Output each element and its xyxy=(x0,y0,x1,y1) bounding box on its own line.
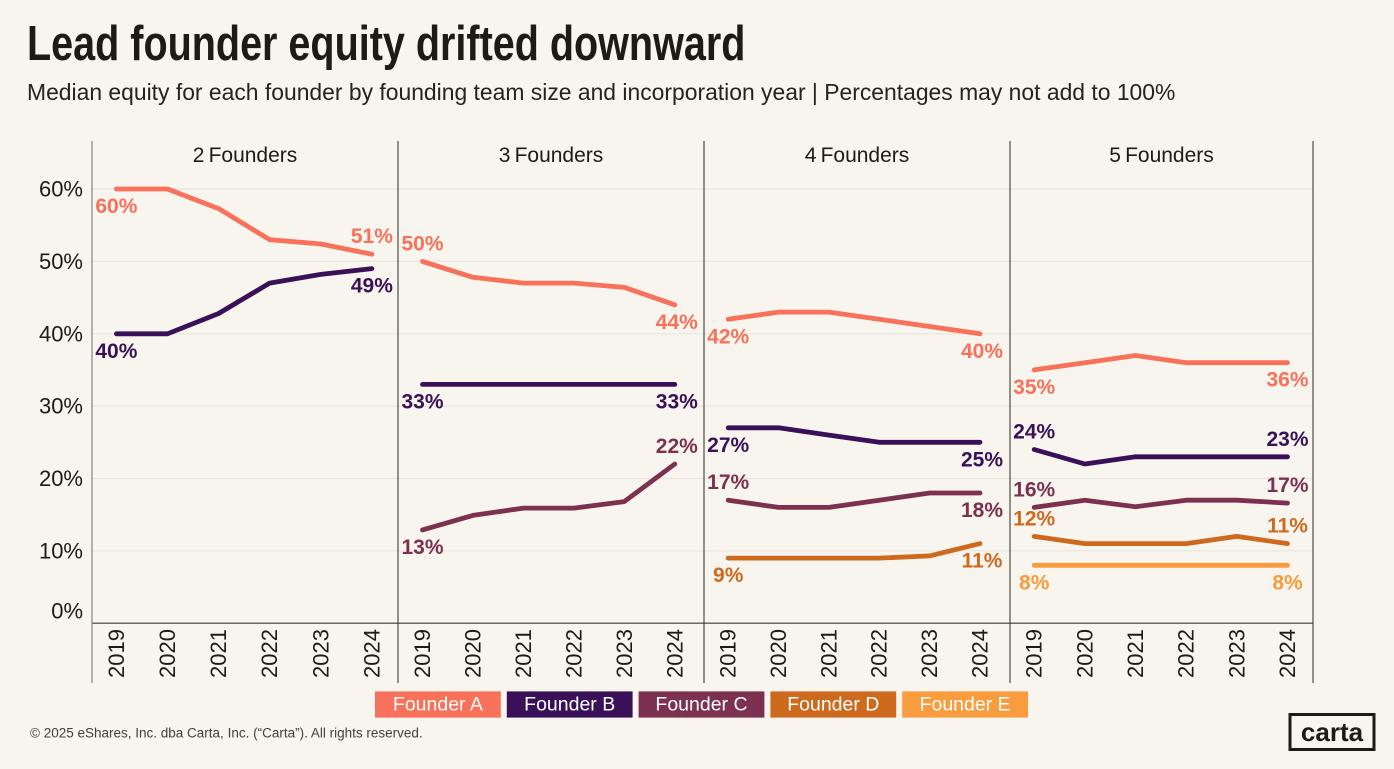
svg-text:2023: 2023 xyxy=(917,629,942,678)
svg-text:40%: 40% xyxy=(961,340,1003,363)
svg-text:2020: 2020 xyxy=(1072,629,1097,678)
svg-text:5 Founders: 5 Founders xyxy=(1109,144,1214,167)
svg-text:60%: 60% xyxy=(95,195,137,218)
svg-text:2022: 2022 xyxy=(257,629,282,678)
svg-text:2023: 2023 xyxy=(612,629,637,678)
svg-text:24%: 24% xyxy=(1013,421,1055,444)
svg-text:36%: 36% xyxy=(1266,369,1308,392)
svg-text:12%: 12% xyxy=(1013,507,1055,530)
svg-text:2024: 2024 xyxy=(359,629,384,678)
svg-text:40%: 40% xyxy=(39,321,83,346)
svg-text:2021: 2021 xyxy=(816,629,841,678)
svg-text:22%: 22% xyxy=(656,435,698,458)
svg-text:11%: 11% xyxy=(1267,515,1308,538)
svg-text:2019: 2019 xyxy=(716,629,741,678)
svg-text:2020: 2020 xyxy=(766,629,791,678)
svg-text:4 Founders: 4 Founders xyxy=(805,144,910,167)
svg-text:18%: 18% xyxy=(961,499,1003,522)
svg-text:carta: carta xyxy=(1301,717,1364,747)
svg-text:Founder A: Founder A xyxy=(393,694,483,716)
svg-text:25%: 25% xyxy=(961,448,1003,471)
svg-text:51%: 51% xyxy=(351,225,393,248)
svg-text:2019: 2019 xyxy=(104,629,129,678)
svg-text:11%: 11% xyxy=(962,550,1003,573)
svg-text:17%: 17% xyxy=(1266,474,1308,497)
svg-text:2022: 2022 xyxy=(561,629,586,678)
svg-text:2024: 2024 xyxy=(662,629,687,678)
svg-text:60%: 60% xyxy=(39,177,83,202)
svg-text:35%: 35% xyxy=(1013,376,1055,399)
svg-text:2019: 2019 xyxy=(410,629,435,678)
svg-text:2021: 2021 xyxy=(206,629,231,678)
svg-text:50%: 50% xyxy=(401,232,443,255)
svg-text:2020: 2020 xyxy=(460,629,485,678)
svg-text:2021: 2021 xyxy=(1123,629,1148,678)
svg-text:33%: 33% xyxy=(656,390,698,413)
svg-text:Founder E: Founder E xyxy=(920,694,1011,716)
svg-text:16%: 16% xyxy=(1013,478,1055,501)
svg-text:2022: 2022 xyxy=(867,629,892,678)
svg-text:33%: 33% xyxy=(401,390,443,413)
svg-text:Founder B: Founder B xyxy=(524,694,615,716)
svg-text:2024: 2024 xyxy=(968,629,993,678)
svg-text:10%: 10% xyxy=(39,538,83,563)
svg-text:50%: 50% xyxy=(39,249,83,274)
svg-text:Founder D: Founder D xyxy=(787,694,879,716)
svg-text:Founder C: Founder C xyxy=(655,694,747,716)
svg-text:© 2025 eShares, Inc. dba Carta: © 2025 eShares, Inc. dba Carta, Inc. (“C… xyxy=(30,726,423,741)
svg-text:2019: 2019 xyxy=(1022,629,1047,678)
svg-text:40%: 40% xyxy=(95,340,137,363)
svg-text:2021: 2021 xyxy=(511,629,536,678)
svg-text:23%: 23% xyxy=(1266,428,1308,451)
svg-text:2020: 2020 xyxy=(155,629,180,678)
svg-text:27%: 27% xyxy=(707,434,749,457)
svg-text:30%: 30% xyxy=(39,394,83,419)
svg-text:8%: 8% xyxy=(1019,571,1050,594)
svg-text:2024: 2024 xyxy=(1275,629,1300,678)
svg-text:9%: 9% xyxy=(713,564,744,587)
svg-text:13%: 13% xyxy=(401,536,443,559)
svg-text:44%: 44% xyxy=(656,311,698,334)
svg-text:49%: 49% xyxy=(351,275,393,298)
svg-text:20%: 20% xyxy=(39,466,83,491)
svg-text:2022: 2022 xyxy=(1174,629,1199,678)
svg-text:8%: 8% xyxy=(1272,571,1303,594)
svg-text:2023: 2023 xyxy=(1224,629,1249,678)
svg-text:42%: 42% xyxy=(707,325,749,348)
svg-text:17%: 17% xyxy=(707,471,749,494)
svg-text:2 Founders: 2 Founders xyxy=(193,144,298,167)
svg-text:3 Founders: 3 Founders xyxy=(499,144,604,167)
svg-text:0%: 0% xyxy=(51,599,83,624)
svg-text:2023: 2023 xyxy=(308,629,333,678)
